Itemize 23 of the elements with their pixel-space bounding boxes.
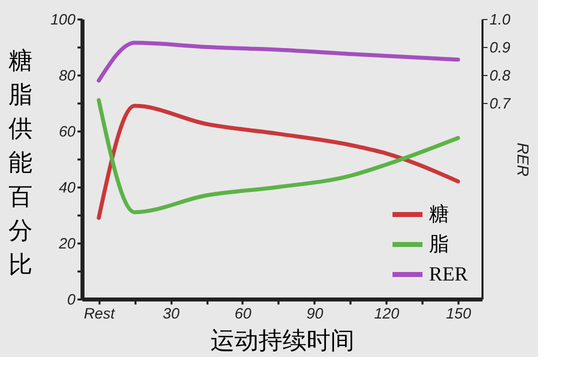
y-tick-label: 20 bbox=[58, 236, 76, 252]
y-tick-label: 80 bbox=[58, 68, 76, 84]
x-tick-label: 30 bbox=[162, 306, 180, 322]
y-tick-label: 100 bbox=[50, 12, 76, 28]
y2-axis-title: RER bbox=[513, 142, 530, 177]
y2-tick-label: 0.9 bbox=[490, 40, 512, 56]
y2-tick-label: 1.0 bbox=[490, 12, 512, 28]
x-tick-label: 90 bbox=[306, 306, 324, 322]
legend-label: 糖 bbox=[429, 204, 449, 226]
legend-label: RER bbox=[429, 264, 469, 286]
legend-label: 脂 bbox=[429, 234, 449, 256]
x-tick-label: 60 bbox=[234, 306, 252, 322]
y-tick-label: 0 bbox=[67, 292, 76, 308]
x-tick-label: 120 bbox=[374, 306, 400, 322]
y-axis-title: 糖脂供能百分比 bbox=[8, 48, 32, 278]
x-tick-label: 150 bbox=[446, 306, 472, 322]
y2-tick-label: 0.7 bbox=[490, 96, 512, 112]
x-axis-title: 运动持续时间 bbox=[210, 328, 354, 354]
x-tick-label: Rest bbox=[84, 306, 116, 322]
line-series bbox=[96, 40, 460, 83]
y-tick-label: 60 bbox=[58, 124, 76, 140]
y-tick-label: 40 bbox=[58, 180, 76, 196]
y2-tick-label: 0.8 bbox=[490, 68, 512, 84]
